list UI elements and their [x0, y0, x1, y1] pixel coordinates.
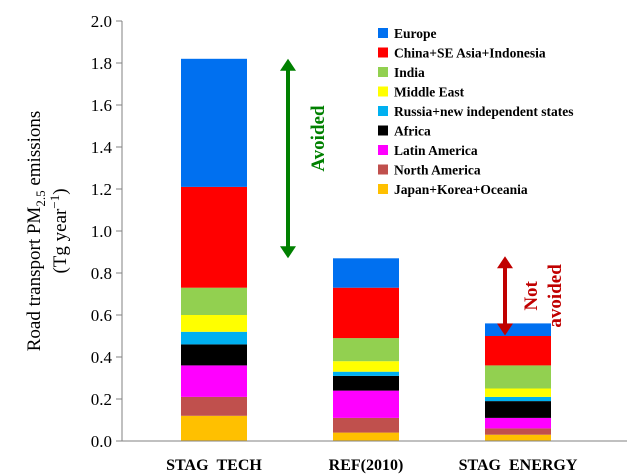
- legend: Europe China+SE Asia+Indonesia India Middle…: [378, 26, 573, 197]
- bar-segment: [333, 361, 399, 372]
- legend-swatch: [378, 164, 388, 175]
- legend-swatch: [378, 145, 388, 155]
- y-tick-label: 2.0: [91, 12, 112, 31]
- y-tick-label: 0.6: [91, 306, 112, 325]
- double-arrow: [280, 58, 296, 259]
- y-axis-title-subscript: 2.5: [33, 190, 48, 206]
- y-axis: 0.0 0.2 0.4 0.6 0.8 1.0 1.2 1.4 1.6 1.8 2.0: [91, 12, 123, 451]
- double-arrow: [497, 256, 513, 336]
- bar-segment: [485, 396, 551, 402]
- legend-label: Middle East: [394, 85, 465, 100]
- x-axis: STAG TECH REF(2010) STAG ENERGY: [122, 440, 627, 474]
- legend-label: India: [394, 65, 425, 80]
- bar-segment: [181, 186, 247, 288]
- legend-item: Russia+new independent states: [378, 104, 573, 119]
- y-axis-title-line2: (Tg year−1): [47, 188, 71, 273]
- y-tick-label: 1.0: [91, 222, 112, 241]
- bar-segment: [333, 432, 399, 441]
- y-tick-label: 1.4: [91, 138, 113, 157]
- x-tick-label: REF(2010): [329, 457, 404, 474]
- y-tick-label: 1.6: [91, 96, 112, 115]
- y-tick-label: 0.4: [91, 348, 113, 367]
- legend-swatch: [378, 106, 388, 116]
- x-tick-label: STAG TECH: [166, 457, 262, 474]
- y-tick-label: 0.2: [91, 390, 112, 409]
- x-tick-label: STAG ENERGY: [459, 457, 578, 474]
- legend-label: Africa: [394, 124, 431, 139]
- bar-segment: [181, 415, 247, 441]
- bar-segment: [485, 434, 551, 441]
- not-avoided-label-line2: avoided: [545, 264, 566, 328]
- bar-stack: [181, 58, 247, 441]
- bar-segment: [333, 371, 399, 376]
- y-tick-label: 1.2: [91, 180, 112, 199]
- legend-item: North America: [378, 163, 481, 178]
- bar-segment: [181, 287, 247, 315]
- bar-segment: [181, 396, 247, 416]
- legend-item: India: [378, 65, 425, 80]
- annotations: Avoided Not avoided: [280, 58, 566, 336]
- bar-segment: [485, 323, 551, 336]
- y-axis-title-part: ): [50, 188, 71, 194]
- y-axis-title-part: (Tg year: [50, 208, 71, 274]
- legend-item: Europe: [378, 26, 437, 41]
- legend-item: Japan+Korea+Oceania: [378, 182, 528, 197]
- legend-swatch: [378, 184, 388, 194]
- bar-segment: [181, 331, 247, 345]
- legend-item: Latin America: [378, 143, 478, 158]
- bar-segment: [181, 344, 247, 366]
- legend-label: China+SE Asia+Indonesia: [394, 46, 546, 61]
- legend-label: Japan+Korea+Oceania: [394, 182, 528, 197]
- y-axis-title-line1: Road transport PM2.5 emissions: [24, 111, 48, 352]
- legend-item: Middle East: [378, 85, 465, 100]
- legend-swatch: [378, 86, 388, 97]
- legend-item: China+SE Asia+Indonesia: [378, 46, 546, 61]
- bar-segment: [485, 336, 551, 366]
- legend-label: Europe: [394, 26, 437, 41]
- bar-segment: [485, 388, 551, 397]
- legend-swatch: [378, 125, 388, 136]
- bar-segment: [485, 428, 551, 435]
- bar-segment: [181, 365, 247, 397]
- bar-segment: [181, 315, 247, 332]
- avoided-label: Avoided: [308, 105, 329, 172]
- legend-label: Latin America: [394, 143, 478, 158]
- bar-segment: [333, 287, 399, 339]
- bar-segment: [333, 258, 399, 288]
- y-tick-label: 0.8: [91, 264, 112, 283]
- bar-segment: [333, 338, 399, 362]
- bar-segment: [485, 401, 551, 418]
- legend-swatch: [378, 28, 388, 38]
- y-axis-title-part: emissions: [24, 111, 45, 191]
- bar-segment: [333, 375, 399, 391]
- bar-segment: [485, 417, 551, 429]
- y-axis-title-part: Road transport PM: [24, 207, 45, 352]
- not-avoided-label-line1: Not: [521, 280, 542, 310]
- y-axis-title-superscript: −1: [47, 195, 62, 209]
- legend-swatch: [378, 47, 388, 58]
- legend-swatch: [378, 67, 388, 77]
- bars: [181, 58, 551, 441]
- bar-segment: [333, 417, 399, 433]
- bar-stack: [485, 323, 551, 441]
- y-tick-label: 1.8: [91, 54, 112, 73]
- legend-label: North America: [394, 163, 481, 178]
- legend-item: Africa: [378, 124, 431, 139]
- bar-segment: [333, 390, 399, 418]
- legend-label: Russia+new independent states: [394, 104, 573, 119]
- bar-segment: [485, 365, 551, 389]
- bar-stack: [333, 258, 399, 441]
- y-tick-label: 0.0: [91, 432, 112, 451]
- bar-segment: [181, 58, 247, 187]
